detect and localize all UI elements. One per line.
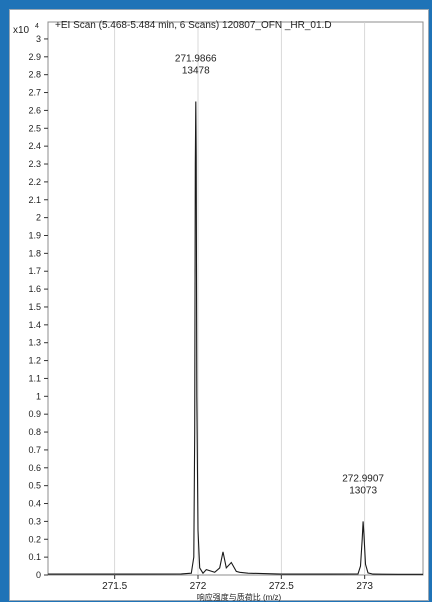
y-tick-label: 1.3 <box>28 338 41 348</box>
y-tick-label: 0.6 <box>28 463 41 473</box>
peak-abundance-label: 13073 <box>349 485 377 496</box>
y-tick-label: 1.5 <box>28 302 41 312</box>
y-tick-label: 1.9 <box>28 230 41 240</box>
x-axis: 271.5 272 272.5 273 <box>102 575 373 592</box>
y-tick-label: 2.5 <box>28 123 41 133</box>
mass-spectrum-chart: 0 0.1 0.2 0.3 0.4 0.5 0.6 0.7 0.8 0.9 1 1.1 1.2 1.3 1.… <box>13 20 424 602</box>
y-tick-label: 2.4 <box>28 141 41 151</box>
y-tick-label: 2.6 <box>28 105 41 115</box>
y-tick-label: 1.7 <box>28 266 41 276</box>
peak-mz-label: 272.9907 <box>342 473 384 484</box>
y-tick-label: 3 <box>36 34 41 44</box>
y-tick-label: 0 <box>36 570 41 580</box>
y-tick-label: 2 <box>36 213 41 223</box>
x-tick-label: 272.5 <box>269 581 294 592</box>
x-tick-label: 273 <box>356 581 373 592</box>
y-tick-label: 1.1 <box>28 373 41 383</box>
y-tick-label: 0.5 <box>28 481 41 491</box>
y-tick-label: 1.2 <box>28 356 41 366</box>
y-tick-label: 2.9 <box>28 52 41 62</box>
y-tick-label: 0.2 <box>28 534 41 544</box>
x-axis-label: 响应强度与质荷比 (m/z) <box>197 592 282 602</box>
y-tick-label: 1 <box>36 391 41 401</box>
y-tick-label: 0.4 <box>28 499 41 509</box>
y-tick-label: 0.9 <box>28 409 41 419</box>
peak-mz-label: 271.9866 <box>175 53 217 64</box>
y-tick-label: 1.4 <box>28 320 41 330</box>
y-tick-label: 2.8 <box>28 70 41 80</box>
y-tick-label: 1.8 <box>28 248 41 258</box>
y-tick-label: 2.7 <box>28 88 41 98</box>
series-layer <box>48 101 423 575</box>
y-tick-label: 0.3 <box>28 516 41 526</box>
x-tick-label: 272 <box>190 581 207 592</box>
y-tick-label: 2.3 <box>28 159 41 169</box>
y-tick-label: 0.7 <box>28 445 41 455</box>
y-tick-label: 2.1 <box>28 195 41 205</box>
y-axis: 0 0.1 0.2 0.3 0.4 0.5 0.6 0.7 0.8 0.9 1 1.1 1.2 1.3 1.… <box>28 34 48 580</box>
chart-frame: 0 0.1 0.2 0.3 0.4 0.5 0.6 0.7 0.8 0.9 1 1.1 1.2 1.3 1.… <box>9 9 429 602</box>
y-multiplier: x10 <box>13 25 30 36</box>
peak-abundance-label: 13478 <box>182 65 210 76</box>
y-tick-label: 1.6 <box>28 284 41 294</box>
y-tick-label: 2.2 <box>28 177 41 187</box>
y-tick-label: 0.1 <box>28 552 41 562</box>
spectrum-line <box>48 101 423 575</box>
x-tick-label: 271.5 <box>102 581 127 592</box>
plot-border <box>47 21 424 576</box>
chart-title: +EI Scan (5.468-5.484 min, 6 Scans) 1208… <box>55 20 332 31</box>
y-tick-label: 0.8 <box>28 427 41 437</box>
y-multiplier-exponent: 4 <box>35 23 39 30</box>
